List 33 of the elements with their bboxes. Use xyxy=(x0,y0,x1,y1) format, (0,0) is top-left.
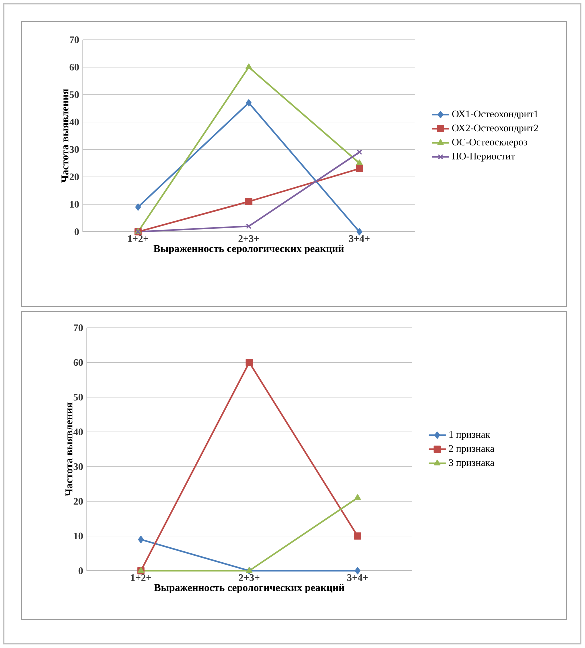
y-tick-label: 40 xyxy=(74,428,84,436)
y-tick-label: 60 xyxy=(74,359,84,366)
y-tick-label: 0 xyxy=(74,228,80,236)
y-tick-label: 70 xyxy=(74,324,84,332)
x-tick-label: 1+2+ xyxy=(128,236,148,242)
y-tick-label: 30 xyxy=(74,463,84,470)
y-tick-label: 20 xyxy=(74,498,84,505)
y-tick-label: 0 xyxy=(78,568,84,574)
x-tick-label: 2+3+ xyxy=(239,574,260,582)
legend-label: ОС-Остеосклероз xyxy=(452,138,528,148)
y-tick-label: 60 xyxy=(70,64,80,71)
y-tick-label: 20 xyxy=(70,174,80,180)
y-tick-label: 50 xyxy=(70,91,80,98)
y-axis-title: Частота выявления xyxy=(66,402,73,496)
legend-label: ОХ1-Остеохондрит1 xyxy=(452,110,538,120)
legend-label: 2 признака xyxy=(449,445,495,454)
legend-label: ПО-Периостит xyxy=(452,153,516,162)
x-tick-label: 3+4+ xyxy=(349,236,370,242)
x-axis-title: Выраженность серологических реакций xyxy=(154,584,345,594)
x-tick-label: 1+2+ xyxy=(131,574,152,582)
y-tick-label: 10 xyxy=(74,532,84,540)
legend-label: 1 признак xyxy=(450,431,490,440)
y-tick-label: 40 xyxy=(70,118,80,126)
x-tick-label: 3+4+ xyxy=(348,574,368,582)
legend-label: ОХ2-Остеохондрит2 xyxy=(452,124,538,134)
y-axis-title: Частота выявления xyxy=(62,89,69,183)
y-tick-label: 30 xyxy=(70,146,80,154)
x-tick-label: 2+3+ xyxy=(238,236,260,242)
x-axis-title: Выраженность серологических реакций xyxy=(154,245,344,254)
y-tick-label: 50 xyxy=(74,394,84,401)
y-tick-label: 10 xyxy=(70,201,80,208)
y-tick-label: 70 xyxy=(70,36,80,44)
legend-label: 3 признака xyxy=(449,460,495,468)
